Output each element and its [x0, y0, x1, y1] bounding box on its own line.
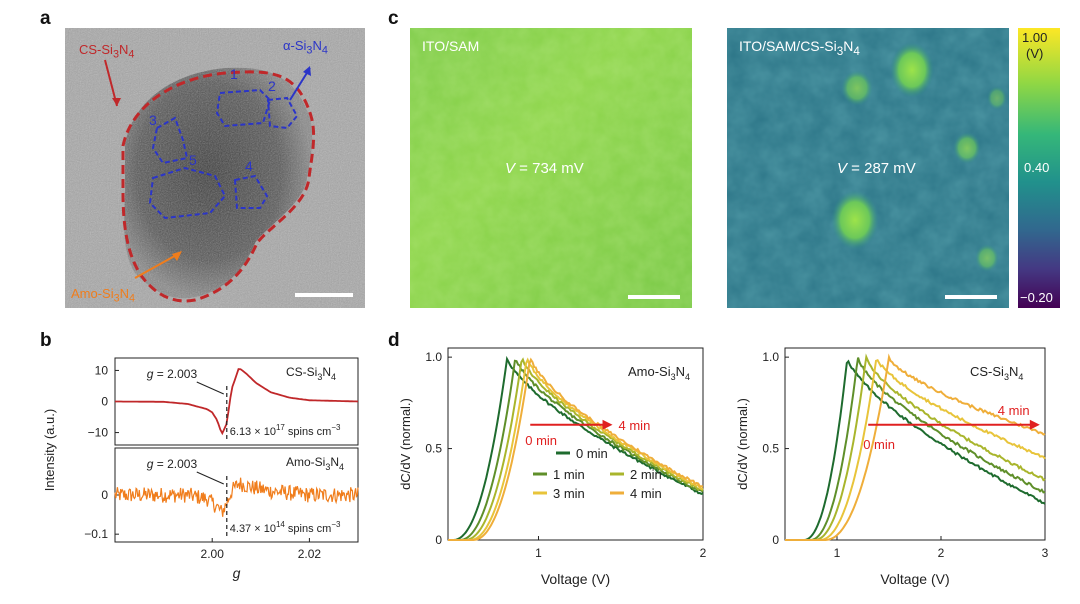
- map-right-scale-bar: [945, 295, 997, 299]
- y-tick-label: 0: [101, 395, 108, 409]
- alpha-si3n4-label: α-Si3N4: [283, 38, 328, 57]
- trend-arrowhead: [1029, 419, 1040, 430]
- panel-label-c: c: [388, 8, 399, 29]
- x-tick-label: 2.00: [201, 547, 225, 561]
- series-line-3-min: [785, 358, 1046, 541]
- y-tick-label: 0: [435, 533, 442, 547]
- series-line-2-min: [448, 357, 704, 541]
- dcdv-chart-amo: 0 0.5 1.0 1 2 Voltage (V) dC/dV (normal.) Amo-S…: [398, 347, 707, 587]
- map-right-value: V = 287 mV: [837, 160, 916, 177]
- g-value-arrow: [196, 381, 224, 395]
- spin-density-annotation: 4.37 × 1014 spins cm−3: [230, 520, 341, 535]
- map-left-scale-bar: [628, 295, 680, 299]
- alpha-regions: [148, 88, 299, 220]
- legend-label: 4 min: [630, 486, 662, 501]
- arrow-end-label: 4 min: [619, 418, 651, 433]
- colorbar: 1.00 (V) 0.40 −0.20: [1018, 28, 1060, 308]
- x-tick-label: 1: [535, 546, 542, 560]
- colorbar-max: 1.00: [1022, 30, 1048, 45]
- epr-series-b-top: [115, 368, 359, 436]
- tem-overlay: [65, 28, 365, 308]
- plot-frame: [784, 347, 1046, 541]
- y-axis-label: Intensity (a.u.): [42, 409, 57, 491]
- panel-label-a: a: [40, 8, 51, 29]
- x-axis-label: Voltage (V): [880, 571, 949, 587]
- region-label-2: 2: [268, 78, 276, 94]
- series-line-4-min: [448, 357, 704, 541]
- map-right-title: ITO/SAM/CS-Si3N4: [739, 38, 860, 58]
- x-axis-label: Voltage (V): [541, 571, 610, 587]
- g-value-label: g = 2.003: [147, 367, 198, 381]
- x-tick-label: 3: [1042, 546, 1049, 560]
- arrow-start-label: 0 min: [863, 437, 895, 452]
- region-label-4: 4: [245, 158, 253, 174]
- spin-density-annotation: 6.13 × 1017 spins cm−3: [230, 423, 341, 438]
- y-tick-label: 0.5: [762, 442, 779, 456]
- tem-image: CS-Si3N4 α-Si3N4 Amo-Si3N4 1 2 3 4 5: [65, 28, 365, 308]
- series-line-1-min: [785, 357, 1046, 541]
- x-axis-label: g: [233, 565, 241, 581]
- series-line-0-min: [448, 355, 704, 541]
- epr-series-label: CS-Si3N4: [286, 365, 336, 382]
- y-tick-label: 1.0: [425, 350, 442, 364]
- dcdv-chart-cs: 0 0.5 1.0 1 2 3 Voltage (V) dC/dV (normal.) CS-S…: [735, 347, 1049, 587]
- y-tick-label: 10: [95, 363, 109, 377]
- y-tick-label: −0.1: [84, 527, 108, 541]
- x-tick-label: 2: [700, 546, 707, 560]
- amo-si3n4-label: Amo-Si3N4: [71, 286, 136, 305]
- series-line-0-min: [785, 359, 1046, 541]
- legend-label: 2 min: [630, 467, 662, 482]
- colorbar-min: −0.20: [1020, 290, 1053, 305]
- map-left-title: ITO/SAM: [422, 38, 480, 54]
- ito-sam-cs-map: ITO/SAM/CS-Si3N4 V = 287 mV: [727, 28, 1009, 308]
- g-value-arrow: [196, 471, 224, 485]
- arrow-start-label: 0 min: [525, 433, 557, 448]
- colorbar-unit: (V): [1026, 46, 1044, 61]
- legend-label: 1 min: [553, 467, 585, 482]
- y-tick-label: 0: [101, 488, 108, 502]
- region-label-1: 1: [230, 66, 238, 82]
- region-label-5: 5: [189, 152, 197, 168]
- series-group-label: Amo-Si3N4: [628, 364, 690, 382]
- tem-scale-bar: [295, 293, 353, 297]
- cs-outline: [121, 70, 316, 303]
- epr-chart: 10 0 −10 g = 2.003 CS-Si3N4 6.13 × 1017 spins…: [42, 357, 359, 581]
- colorbar-mid: 0.40: [1024, 160, 1050, 175]
- x-tick-label: 1: [834, 546, 841, 560]
- epr-series-label: Amo-Si3N4: [286, 455, 344, 472]
- epr-series-b-bottom: [114, 477, 359, 517]
- trend-arrowhead: [602, 419, 613, 430]
- region-label-3: 3: [149, 112, 157, 128]
- x-tick-label: 2: [938, 546, 945, 560]
- y-tick-label: 0: [772, 533, 779, 547]
- legend-label: 0 min: [576, 446, 608, 461]
- ito-sam-map: ITO/SAM V = 734 mV: [410, 28, 692, 308]
- legend-label: 3 min: [553, 486, 585, 501]
- arrow-end-label: 4 min: [998, 403, 1030, 418]
- x-tick-label: 2.02: [298, 547, 322, 561]
- g-value-label: g = 2.003: [147, 457, 198, 471]
- y-tick-label: −10: [88, 426, 109, 440]
- map-left-value: V = 734 mV: [505, 160, 584, 177]
- y-axis-label: dC/dV (normal.): [398, 398, 413, 490]
- y-tick-label: 1.0: [762, 350, 779, 364]
- plot-frame: [447, 347, 704, 541]
- series-line-4-min: [785, 353, 1046, 541]
- y-tick-label: 0.5: [425, 442, 442, 456]
- cs-si3n4-label: CS-Si3N4: [79, 42, 135, 61]
- series-line-2-min: [785, 353, 1046, 541]
- panel-label-b: b: [40, 330, 52, 351]
- y-axis-label: dC/dV (normal.): [735, 398, 750, 490]
- tem-arrows: [104, 59, 353, 297]
- panel-label-d: d: [388, 330, 400, 351]
- series-group-label: CS-Si3N4: [970, 364, 1023, 382]
